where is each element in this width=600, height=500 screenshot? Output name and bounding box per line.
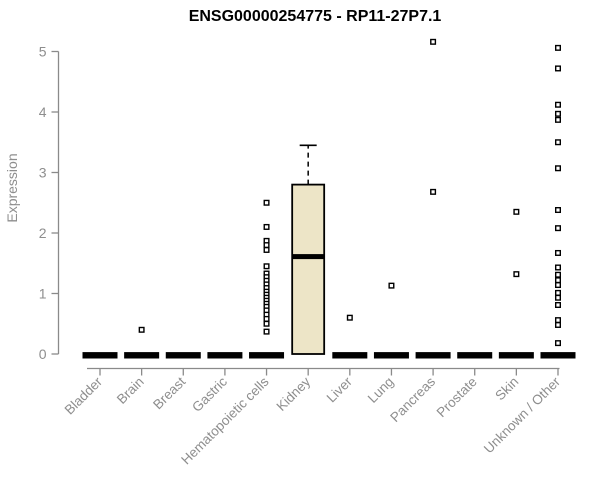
outlier-point	[554, 289, 561, 296]
outlier-point	[263, 328, 270, 335]
y-tick-label: 1	[39, 286, 47, 302]
collapsed-box-bar	[498, 352, 534, 359]
outlier-point	[554, 44, 561, 51]
outlier-point	[554, 340, 561, 347]
y-tick-label: 4	[39, 104, 47, 120]
collapsed-box-bar	[82, 352, 118, 359]
collapsed-box-bar	[124, 352, 160, 359]
category-label: Unknown / Other	[481, 374, 564, 457]
outlier-point	[554, 317, 561, 324]
collapsed-box-bar	[373, 352, 409, 359]
outlier-point	[554, 249, 561, 256]
collapsed-box-bar	[415, 352, 451, 359]
outlier-point	[554, 277, 561, 284]
outlier-point	[554, 271, 561, 278]
chart-title: ENSG00000254775 - RP11-27P7.1	[188, 8, 442, 25]
outlier-point	[513, 208, 520, 215]
y-tick-label: 2	[39, 225, 47, 241]
category-label: Lung	[365, 374, 397, 406]
outlier-point	[554, 294, 561, 301]
category-label: Gastric	[189, 374, 230, 415]
outlier-point	[430, 188, 437, 195]
collapsed-box-bar	[249, 352, 285, 359]
outlier-point	[138, 326, 145, 333]
collapsed-box-bar	[165, 352, 201, 359]
collapsed-box-bar	[540, 352, 576, 359]
outlier-point	[554, 301, 561, 308]
outlier-point	[554, 139, 561, 146]
outlier-point	[554, 65, 561, 72]
outlier-point	[554, 264, 561, 271]
outlier-point	[263, 315, 270, 322]
outlier-point	[554, 282, 561, 289]
y-tick-label: 0	[39, 346, 47, 362]
collapsed-box-bar	[332, 352, 368, 359]
outlier-point	[554, 116, 561, 123]
box-rect	[291, 183, 326, 355]
outlier-point	[388, 282, 395, 289]
category-label: Prostate	[434, 374, 480, 420]
outlier-point	[263, 223, 270, 230]
category-label: Breast	[150, 374, 188, 412]
category-label: Pancreas	[387, 374, 438, 425]
outlier-point	[554, 207, 561, 214]
outlier-point	[554, 110, 561, 117]
outlier-point	[430, 38, 437, 45]
outlier-point	[263, 242, 270, 249]
y-tick-label: 3	[39, 165, 47, 181]
outlier-point	[263, 199, 270, 206]
category-label: Brain	[114, 374, 147, 407]
category-label: Kidney	[274, 374, 314, 414]
outlier-point	[263, 246, 270, 253]
outlier-point	[554, 225, 561, 232]
collapsed-box-bar	[207, 352, 243, 359]
median-line	[292, 254, 325, 260]
category-label: Bladder	[62, 374, 106, 418]
collapsed-box-bar	[457, 352, 493, 359]
category-label: Liver	[324, 374, 356, 406]
y-tick-label: 5	[39, 44, 47, 60]
outlier-point	[513, 271, 520, 278]
outlier-point	[554, 101, 561, 108]
outlier-point	[263, 320, 270, 327]
outlier-point	[263, 263, 270, 270]
category-label: Skin	[492, 374, 521, 403]
outlier-point	[346, 314, 353, 321]
outlier-point	[554, 165, 561, 172]
outlier-point	[554, 321, 561, 328]
